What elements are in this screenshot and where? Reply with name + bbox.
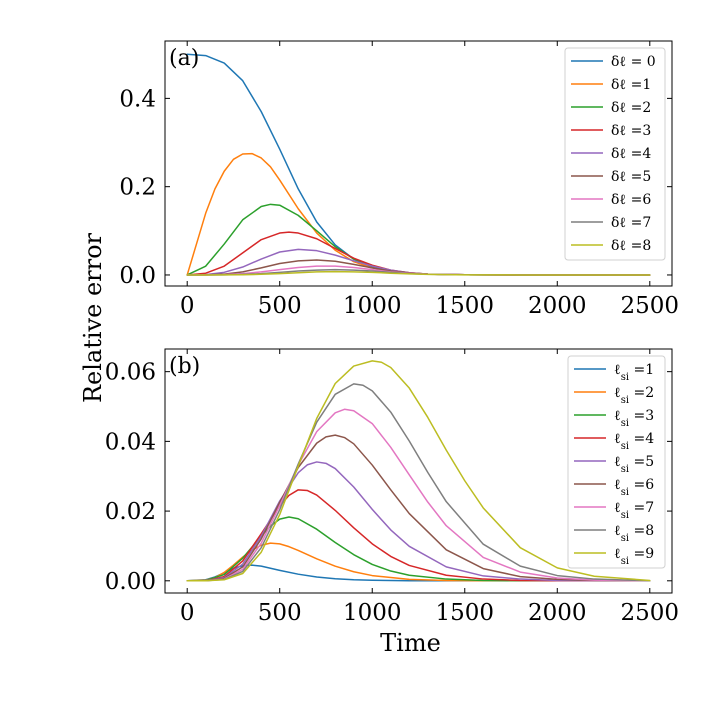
legend-a: δℓ = 0 δℓ =1 δℓ =2 δℓ =3 δℓ =4 δℓ =5 δℓ =6 δℓ =… [564,47,666,261]
legend-entry-b-8: ℓsi =9 [614,546,654,567]
x-tick-label-a-4: 2000 [528,293,587,319]
legend-entry-a-1: δℓ =1 [611,77,651,93]
series-line-a-8 [186,270,651,276]
legend-entry-a-7: δℓ =7 [611,215,651,231]
x-tick-label-b-4: 2000 [528,600,587,626]
series-line-b-2 [186,516,651,582]
axes-frame-b [164,348,673,594]
x-tick-label-a-3: 1500 [435,293,494,319]
legend-entry-a-6: δℓ =6 [611,192,651,208]
series-line-b-3 [186,489,651,582]
series-group-b [186,360,651,582]
y-tick-label-b-2: 0.04 [105,429,156,455]
series-line-b-1 [186,542,651,582]
legend-box-a [564,47,666,261]
legend-entry-b-3: ℓsi =4 [614,431,654,452]
legend-entry-b-0: ℓsi =1 [614,362,654,383]
legend-entry-a-2: δℓ =2 [611,100,651,116]
x-tick-label-b-0: 0 [180,600,195,626]
x-tick-label-b-2: 1000 [343,600,402,626]
x-tick-label-a-5: 2500 [621,293,680,319]
legend-entry-b-5: ℓsi =6 [614,477,654,498]
axes-frame-a [164,40,673,287]
legend-entry-b-4: ℓsi =5 [614,454,654,475]
y-tick-label-a-2: 0.4 [119,86,156,112]
x-tick-label-a-0: 0 [180,293,195,319]
x-tick-label-a-1: 500 [258,293,302,319]
x-axis-label: Time [380,629,441,657]
series-line-b-6 [186,408,651,582]
panel-b: 0 500 1000 1500 2000 2500 0.00 0.02 0.04 0.06 (b) T… [105,348,680,657]
legend-entry-a-4: δℓ =4 [611,146,651,162]
legend-entry-b-7: ℓsi =8 [614,523,654,544]
series-group-a [186,53,651,276]
x-tick-label-b-3: 1500 [435,600,494,626]
series-line-b-8 [186,360,651,582]
legend-entry-b-2: ℓsi =3 [614,408,654,429]
y-tick-label-b-3: 0.06 [105,360,156,386]
y-tick-label-b-1: 0.02 [105,499,156,525]
legend-entry-a-3: δℓ =3 [611,123,651,139]
x-tick-label-a-2: 1000 [343,293,402,319]
series-line-b-7 [186,383,651,582]
y-tick-label-a-0: 0.0 [119,263,156,289]
series-line-b-4 [186,461,651,582]
legend-entry-a-8: δℓ =8 [611,238,651,254]
y-tick-label-a-1: 0.2 [119,175,156,201]
legend-entry-a-0: δℓ = 0 [611,54,656,70]
x-tick-label-b-5: 2500 [621,600,680,626]
series-line-b-5 [186,434,651,582]
legend-entry-b-6: ℓsi =7 [614,500,654,521]
y-tick-label-b-0: 0.00 [105,569,156,595]
x-tick-label-b-1: 500 [258,600,302,626]
legend-entry-a-5: δℓ =5 [611,169,651,185]
y-axis-label: Relative error [79,232,107,403]
legend-entry-b-1: ℓsi =2 [614,385,654,406]
legend-box-b [567,355,666,569]
panel-label-a: (a) [169,46,199,71]
panel-label-b: (b) [169,354,200,379]
